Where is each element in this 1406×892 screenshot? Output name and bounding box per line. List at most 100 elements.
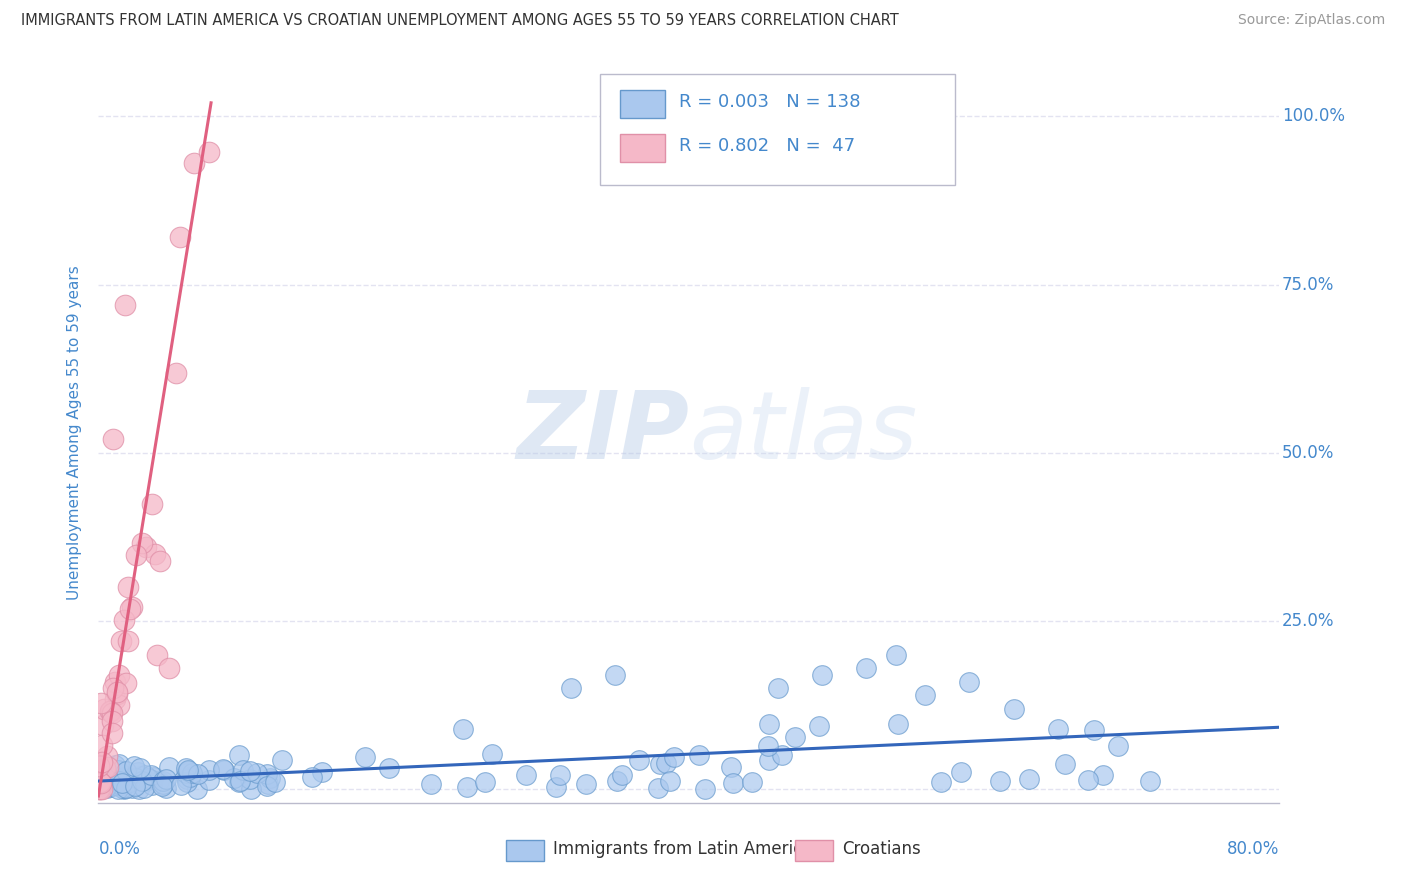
Point — [720, 759, 742, 773]
Text: 50.0%: 50.0% — [1282, 444, 1334, 462]
Point — [239, 772, 262, 786]
Point — [174, 765, 197, 780]
Point — [659, 774, 682, 789]
Point — [150, 779, 173, 793]
Point — [1139, 774, 1161, 789]
Point — [101, 706, 124, 721]
Point — [128, 781, 150, 796]
Point — [198, 763, 221, 777]
Point — [187, 767, 209, 781]
Point — [108, 774, 131, 789]
Point — [100, 704, 122, 718]
Point — [474, 774, 496, 789]
Point — [138, 772, 160, 786]
Point — [770, 748, 793, 763]
Point — [101, 726, 124, 740]
Point — [766, 681, 789, 696]
Point — [96, 748, 118, 763]
Point — [90, 764, 112, 779]
Point — [627, 753, 650, 767]
Point — [612, 768, 634, 782]
Point — [114, 676, 136, 690]
Point — [914, 688, 936, 702]
Point — [108, 667, 131, 681]
Point — [117, 634, 139, 648]
Point — [228, 747, 250, 762]
Point — [97, 760, 120, 774]
Point — [110, 773, 132, 788]
Point — [118, 775, 141, 789]
Point — [222, 771, 245, 785]
Point — [112, 780, 135, 795]
Point — [807, 719, 830, 733]
Point — [91, 778, 114, 792]
Text: Source: ZipAtlas.com: Source: ZipAtlas.com — [1237, 13, 1385, 28]
Point — [560, 681, 582, 696]
Point — [179, 771, 201, 785]
Point — [148, 774, 170, 789]
Point — [90, 782, 112, 797]
Point — [115, 780, 138, 794]
Point — [257, 777, 280, 791]
Point — [228, 773, 250, 788]
Point — [575, 777, 598, 791]
Point — [1002, 701, 1025, 715]
Text: 75.0%: 75.0% — [1282, 276, 1334, 293]
Point — [89, 759, 111, 773]
Point — [758, 717, 780, 731]
Point — [104, 675, 127, 690]
Point — [783, 730, 806, 744]
Point — [91, 739, 114, 753]
Point — [90, 696, 112, 710]
Point — [90, 768, 112, 782]
Point — [135, 540, 157, 554]
Point — [105, 685, 128, 699]
Point — [131, 535, 153, 549]
Point — [100, 771, 122, 785]
Point — [884, 648, 907, 662]
Point — [97, 778, 120, 792]
Point — [112, 778, 135, 792]
FancyBboxPatch shape — [620, 90, 665, 118]
Point — [100, 714, 122, 728]
Point — [758, 739, 780, 754]
Point — [107, 756, 129, 771]
Point — [228, 775, 250, 789]
Point — [110, 772, 132, 787]
Text: 25.0%: 25.0% — [1282, 612, 1334, 630]
Point — [143, 770, 166, 784]
Point — [256, 779, 278, 793]
Point — [157, 760, 180, 774]
Point — [135, 773, 157, 788]
Point — [1107, 739, 1129, 753]
Point — [87, 770, 110, 784]
Point — [1054, 757, 1077, 772]
Point — [93, 775, 115, 789]
Point — [90, 758, 112, 772]
Point — [141, 779, 163, 793]
Point — [212, 763, 235, 777]
Point — [169, 778, 191, 792]
Point — [301, 770, 323, 784]
Point — [481, 747, 503, 761]
Point — [155, 780, 177, 795]
Point — [655, 756, 678, 770]
Point — [89, 782, 111, 797]
Point — [93, 702, 115, 716]
Point — [141, 497, 163, 511]
Text: 80.0%: 80.0% — [1227, 840, 1279, 858]
Point — [112, 782, 135, 797]
Point — [136, 772, 159, 786]
Point — [855, 661, 877, 675]
Point — [758, 753, 780, 767]
Text: 100.0%: 100.0% — [1282, 107, 1344, 125]
Point — [693, 781, 716, 796]
Point — [111, 780, 134, 795]
Point — [124, 771, 146, 785]
Point — [239, 782, 262, 797]
Point — [270, 753, 292, 767]
Point — [1083, 723, 1105, 737]
Point — [810, 668, 832, 682]
Point — [103, 433, 125, 447]
Point — [177, 763, 200, 777]
